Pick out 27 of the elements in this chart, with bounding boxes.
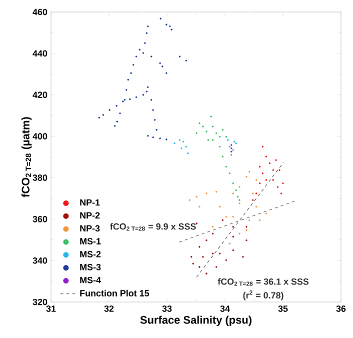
legend-label: NP-3 (80, 225, 100, 232)
x-tick-label: 35 (278, 306, 288, 312)
legend-label: NP-1 (80, 199, 100, 206)
x-tick-label: 34 (220, 306, 230, 312)
y-tick-label: 420 (32, 92, 48, 98)
legend-label: MS-3 (80, 264, 101, 270)
y-tick-label: 380 (32, 174, 48, 181)
x-axis-title: Surface Salinity (psu) (140, 316, 252, 326)
legend-label: MS-1 (80, 238, 101, 244)
legend-label: NP-2 (80, 212, 100, 218)
x-tick-label: 33 (162, 306, 172, 312)
y-axis-title: fCO$_{2 T=28}$ (µatm) (21, 117, 32, 198)
x-tick-label: 36 (336, 306, 346, 312)
y-tick-label: 320 (32, 298, 48, 306)
annotation: fCO$_{2 T=28}$ = 36.1 x SSS (218, 278, 309, 286)
annotation: (r$^{2}$ = 0.78) (243, 290, 284, 300)
y-tick-label: 460 (32, 8, 48, 16)
x-tick-label: 32 (104, 306, 114, 312)
legend-label: Function Plot 15 (80, 290, 150, 296)
y-tick-label: 440 (32, 50, 48, 57)
y-tick-label: 400 (32, 133, 48, 140)
legend-label: MS-2 (80, 251, 101, 258)
legend-label: MS-4 (80, 276, 101, 284)
annotation: fCO$_{2 T=28}$ = 9.9 x SSS (110, 223, 196, 231)
y-tick-label: 360 (32, 216, 48, 222)
x-tick-label: 31 (46, 306, 56, 312)
y-tick-label: 340 (32, 257, 48, 264)
